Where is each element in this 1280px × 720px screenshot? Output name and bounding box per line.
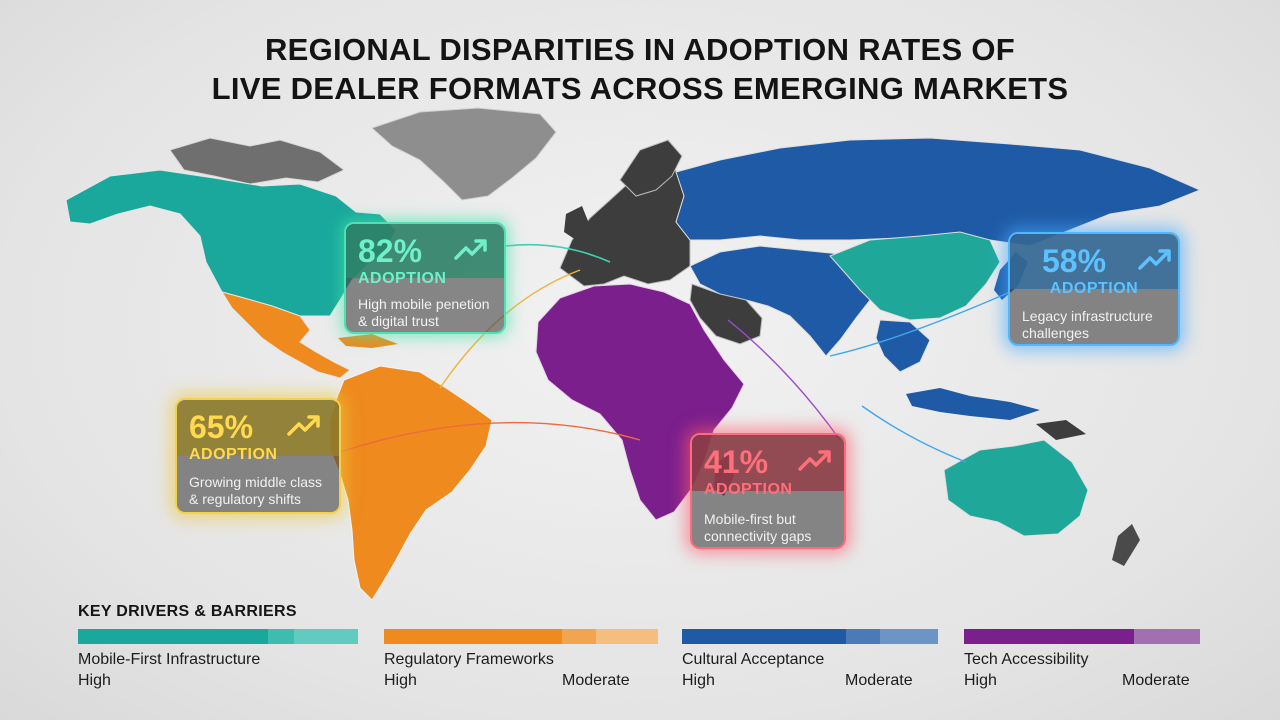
arctic-islands-region bbox=[169, 137, 345, 185]
adoption-percent: 58% bbox=[1041, 243, 1107, 279]
legend-bar-segment bbox=[562, 629, 596, 644]
central-america-region bbox=[220, 291, 351, 379]
page-title: REGIONAL DISPARITIES IN ADOPTION RATES O… bbox=[0, 30, 1280, 108]
australia-region bbox=[943, 439, 1089, 537]
connector-line-latin-africa bbox=[339, 421, 641, 453]
callout-description: Mobile-first but connectivity gaps bbox=[704, 511, 812, 544]
east-asia-region bbox=[829, 231, 1001, 321]
legend-bar-segment bbox=[78, 629, 268, 644]
legend-item-low-label: High bbox=[384, 672, 417, 689]
legend-item-low-label: High bbox=[78, 672, 111, 689]
callout-header-bg bbox=[177, 400, 339, 456]
middle-east-region bbox=[689, 283, 763, 345]
legend-bar-segment bbox=[384, 629, 562, 644]
legend-bar-segment bbox=[964, 629, 1134, 644]
legend-title: KEY DRIVERS & BARRIERS bbox=[78, 603, 297, 620]
trend-up-icon bbox=[1138, 249, 1171, 270]
legend-bar-segment bbox=[268, 629, 294, 644]
title-line-2: LIVE DEALER FORMATS ACROSS EMERGING MARK… bbox=[211, 71, 1069, 106]
connector-line-africa bbox=[727, 319, 841, 441]
callout-latin-america: 65% ADOPTION Growing middle class & regu… bbox=[175, 398, 341, 514]
legend-item-name: Regulatory Frameworks bbox=[384, 651, 554, 668]
title-line-1: REGIONAL DISPARITIES IN ADOPTION RATES O… bbox=[264, 32, 1016, 67]
legend-bar-segment bbox=[880, 629, 938, 644]
callout-north-america: 82% ADOPTION High mobile penetion & digi… bbox=[344, 222, 506, 334]
callout-asia: 58% ADOPTION Legacy infrastructure chall… bbox=[1008, 232, 1180, 346]
adoption-label: ADOPTION bbox=[358, 270, 447, 287]
legend-item-high-label: Moderate bbox=[1122, 672, 1190, 689]
legend-item-high-label: Moderate bbox=[845, 672, 913, 689]
callout-description: Growing middle class & regulatory shifts bbox=[189, 474, 323, 507]
legend-item-low-label: High bbox=[682, 672, 715, 689]
legend-item-name: Tech Accessibility bbox=[964, 651, 1089, 668]
papua-region bbox=[1036, 420, 1086, 440]
legend-bar-segment bbox=[1134, 629, 1200, 644]
callout-description: Legacy infrastructure challenges bbox=[1022, 308, 1153, 341]
callout-africa: 41% ADOPTION Mobile-first but connectivi… bbox=[690, 433, 846, 549]
legend-bar-regulatory bbox=[384, 629, 658, 644]
legend-item-name: Cultural Acceptance bbox=[682, 651, 825, 668]
legend-item-name: Mobile-First Infrastructure bbox=[78, 651, 261, 668]
scandinavia-region bbox=[619, 139, 683, 197]
adoption-percent: 82% bbox=[358, 233, 423, 269]
adoption-label: ADOPTION bbox=[189, 446, 278, 463]
indonesia-region bbox=[906, 388, 1040, 420]
callout-header-bg bbox=[1010, 234, 1178, 289]
connector-line-asia bbox=[829, 291, 1011, 357]
adoption-percent: 41% bbox=[704, 444, 769, 480]
legend-bar-segment bbox=[846, 629, 880, 644]
legend-item-low-label: High bbox=[964, 672, 997, 689]
caribbean-region bbox=[338, 334, 398, 348]
south-america-region bbox=[329, 365, 493, 601]
adoption-label: ADOPTION bbox=[704, 481, 793, 498]
southeast-asia-region bbox=[875, 319, 931, 373]
legend-bar-segment bbox=[294, 629, 358, 644]
trend-up-icon bbox=[287, 415, 320, 436]
legend-bar-tech bbox=[964, 629, 1200, 644]
trend-up-icon bbox=[798, 450, 831, 471]
north-america-region bbox=[65, 169, 397, 317]
callout-header-bg bbox=[346, 224, 504, 278]
legend-bar-segment bbox=[596, 629, 658, 644]
legend-bar-mobile-first bbox=[78, 629, 358, 644]
russia-region bbox=[675, 137, 1202, 247]
adoption-percent: 65% bbox=[189, 409, 254, 445]
legend-bar-segment bbox=[682, 629, 846, 644]
greenland-region bbox=[371, 107, 557, 201]
new-zealand-region bbox=[1112, 524, 1140, 566]
connector-line-asia-australia bbox=[861, 405, 967, 463]
legend-bar-cultural bbox=[682, 629, 938, 644]
legend-item-high-label: Moderate bbox=[562, 672, 630, 689]
uk-region bbox=[564, 206, 590, 240]
connector-line-north-america bbox=[505, 243, 611, 263]
adoption-label: ADOPTION bbox=[1049, 280, 1139, 297]
trend-up-icon bbox=[454, 239, 487, 260]
callout-description: High mobile penetion & digital trust bbox=[358, 296, 490, 329]
